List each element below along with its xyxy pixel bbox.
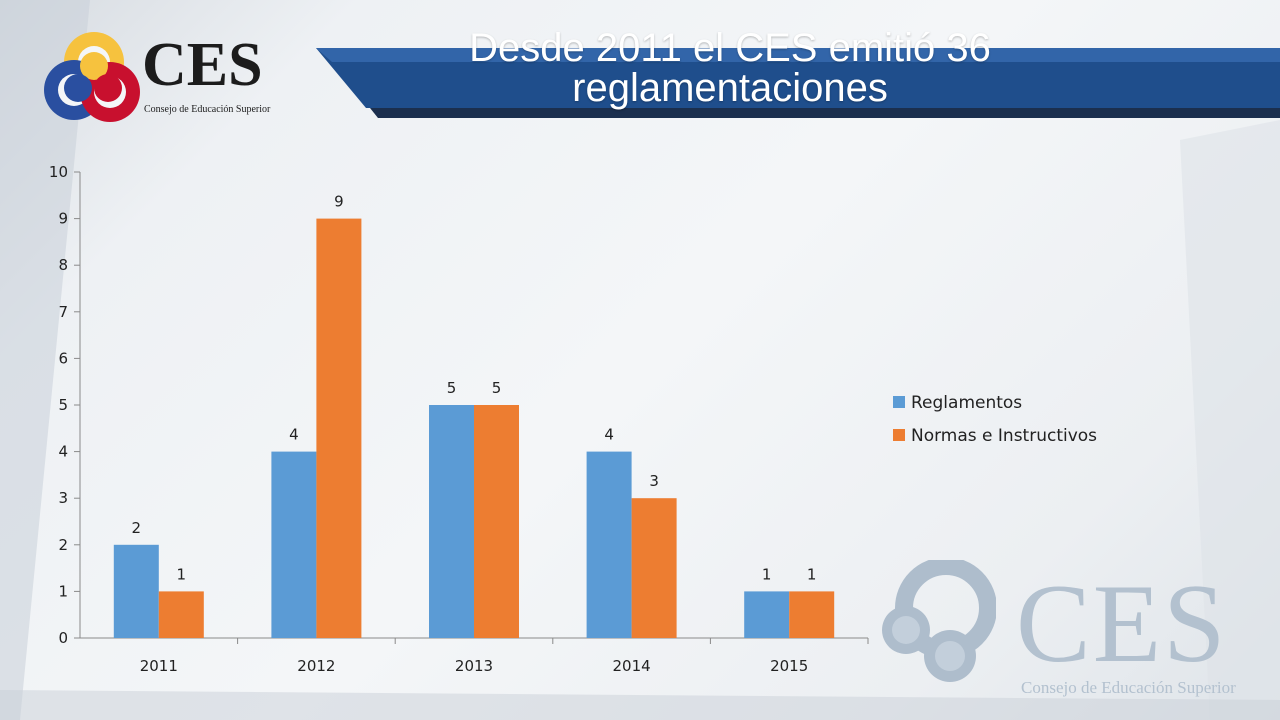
- y-tick-label: 9: [58, 210, 68, 228]
- ces-watermark: CES Consejo de Educación Superior: [866, 560, 1266, 710]
- y-tick-label: 10: [49, 163, 68, 181]
- bar-normas: [158, 591, 204, 638]
- legend-swatch: [893, 396, 905, 408]
- x-tick-label: 2015: [770, 657, 808, 675]
- legend-swatch: [893, 429, 905, 441]
- header-band: [316, 48, 1280, 118]
- bar-normas: [474, 405, 519, 638]
- data-label: 9: [334, 193, 344, 211]
- data-label: 5: [447, 379, 457, 397]
- x-tick-label: 2011: [140, 657, 178, 675]
- y-tick-label: 2: [58, 536, 68, 554]
- y-tick-label: 5: [58, 396, 68, 414]
- legend-label: Reglamentos: [911, 393, 1022, 413]
- data-label: 5: [492, 379, 502, 397]
- ces-logo: CES Consejo de Educación Superior: [36, 26, 286, 126]
- watermark-wordmark: CES: [1016, 562, 1228, 686]
- data-label: 3: [649, 472, 659, 490]
- bar-reglamentos: [744, 591, 790, 638]
- bar-reglamentos: [271, 451, 317, 638]
- ces-emblem-icon: [44, 32, 140, 122]
- y-tick-label: 4: [58, 443, 68, 461]
- data-label: 4: [604, 426, 614, 444]
- data-label: 1: [807, 565, 817, 583]
- ces-watermark-emblem-icon: [882, 560, 996, 682]
- y-tick-label: 1: [58, 582, 68, 600]
- bar-normas: [789, 591, 835, 638]
- x-tick-label: 2012: [297, 657, 335, 675]
- y-tick-label: 0: [58, 629, 68, 647]
- bar-normas: [631, 498, 677, 638]
- y-tick-label: 3: [58, 489, 68, 507]
- y-tick-label: 6: [58, 349, 68, 367]
- bar-reglamentos: [586, 451, 632, 638]
- x-tick-label: 2014: [613, 657, 651, 675]
- y-tick-label: 8: [58, 256, 68, 274]
- data-label: 1: [177, 565, 187, 583]
- bar-chart: 0 1 2 3 4 5 6 7 8 9 10 2011 2 1 2012 4 9 2013 5 5 2014 4 3 2015…: [49, 163, 1097, 675]
- watermark-tagline: Consejo de Educación Superior: [1021, 678, 1236, 697]
- data-label: 2: [132, 519, 142, 537]
- data-label: 1: [762, 565, 772, 583]
- slide-title-line-1: Desde 2011 el CES emitió 36: [469, 26, 991, 70]
- y-tick-label: 7: [58, 303, 68, 321]
- slide-title: Desde 2011 el CES emitió 36 reglamentaci…: [430, 28, 1030, 108]
- bar-reglamentos: [429, 405, 474, 638]
- logo-tagline: Consejo de Educación Superior: [144, 104, 271, 115]
- bar-reglamentos: [113, 544, 159, 638]
- legend-label: Normas e Instructivos: [911, 426, 1097, 446]
- x-tick-label: 2013: [455, 657, 493, 675]
- slide-title-line-2: reglamentaciones: [572, 66, 888, 110]
- bar-normas: [316, 218, 362, 638]
- logo-wordmark: CES: [142, 31, 263, 99]
- data-label: 4: [289, 426, 299, 444]
